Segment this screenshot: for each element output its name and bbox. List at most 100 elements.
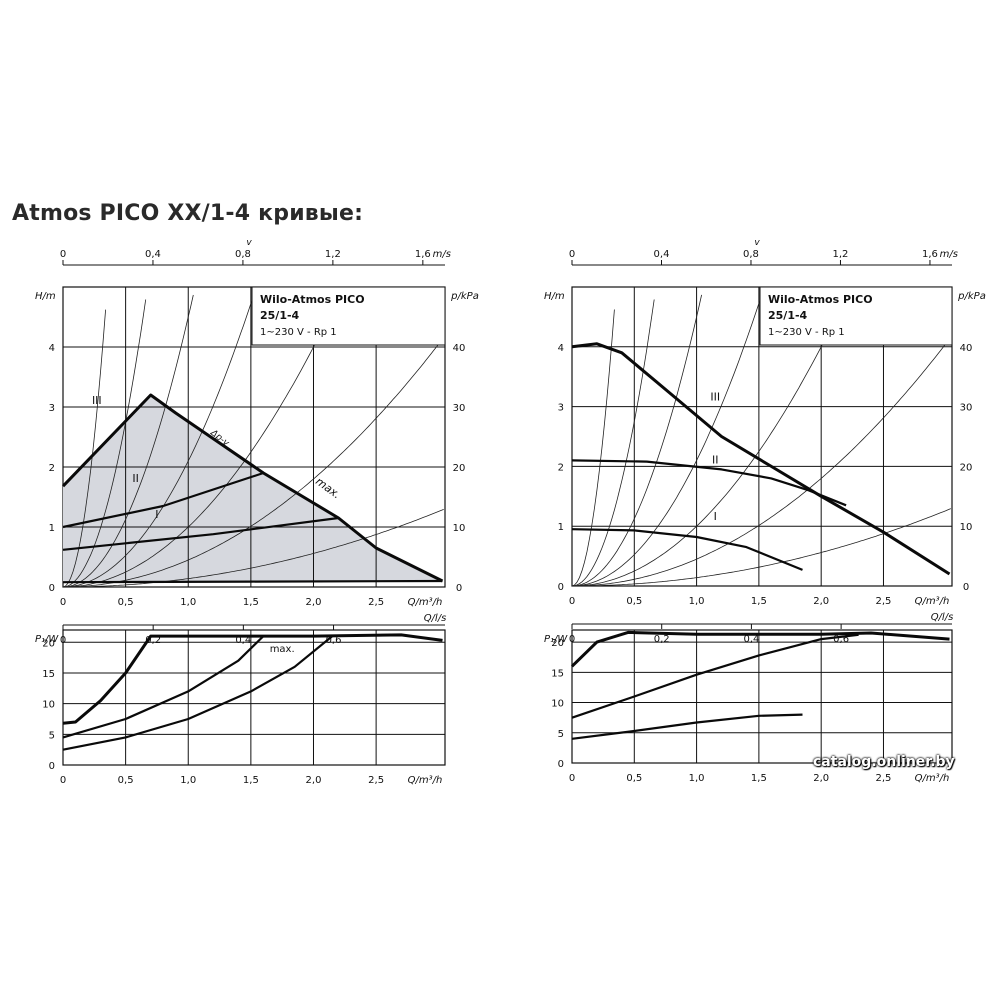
right-power-y-tick-label: 15 bbox=[551, 668, 564, 679]
left-head-v-tick-label: 1,6 bbox=[415, 249, 431, 260]
right-head-series-III-line bbox=[571, 342, 951, 576]
left-head-x-tick-label: 0 bbox=[60, 597, 66, 608]
left-power-series-II-line bbox=[62, 635, 265, 739]
left-head-x-tick-label: 2,0 bbox=[306, 597, 322, 608]
right-head-series-II-line bbox=[571, 459, 847, 507]
left-head-ls-tick-label: 0,2 bbox=[145, 635, 161, 646]
right-power-x-axis-label: Q/m³/h bbox=[915, 773, 950, 784]
left-head-series-label: III bbox=[92, 394, 102, 407]
right-head-system-curve bbox=[572, 291, 849, 587]
left-head-ls-tick-label: 0,4 bbox=[235, 635, 251, 646]
left-head-description-line: 1~230 V - Rp 1 bbox=[260, 327, 337, 338]
left-head-v-tick-label: 0,8 bbox=[235, 249, 251, 260]
right-power-x-tick-label: 0 bbox=[569, 773, 575, 784]
right-head-v-axis-label: v bbox=[754, 238, 760, 248]
right-power-y-axis-label: P₁/W bbox=[544, 634, 568, 645]
left-power-y-tick-label: 10 bbox=[42, 700, 55, 711]
right-head-ls-tick-label: 0,2 bbox=[654, 634, 670, 645]
left-head-series-II-line bbox=[62, 471, 264, 529]
right-head-series-label: III bbox=[710, 391, 720, 404]
left-head-x-axis-label: Q/m³/h bbox=[408, 597, 443, 608]
left-power-x-tick-label: 1,0 bbox=[180, 775, 196, 786]
left-head-y-axis-label: H/m bbox=[35, 291, 56, 302]
right-head-ls-axis-label: Q/l/s bbox=[931, 612, 954, 623]
right-head-y2-axis-label: p/kPa bbox=[957, 291, 986, 302]
left-head-series-label: II bbox=[132, 472, 139, 485]
right-head-system-curve bbox=[572, 337, 952, 587]
right-head-system-curve bbox=[571, 294, 702, 587]
watermark: catalog.onliner.by bbox=[813, 754, 955, 770]
left-head-system-curve bbox=[62, 309, 106, 588]
right-power-x-tick-label: 2,5 bbox=[876, 773, 892, 784]
left-head-description-line: 25/1-4 bbox=[260, 309, 300, 322]
right-power-frame bbox=[571, 629, 953, 764]
right-head-y-tick-label: 3 bbox=[558, 403, 564, 414]
left-head-y-tick-label: 2 bbox=[49, 463, 55, 474]
left-power-series-III-line bbox=[62, 633, 443, 725]
left-head-system-curve bbox=[63, 337, 445, 588]
right-power-y-tick-label: 0 bbox=[558, 759, 564, 770]
right-head-v-tick-label: 1,6 bbox=[922, 249, 938, 260]
page-title: Atmos PICO XX/1-4 кривые: bbox=[12, 201, 364, 226]
right-power-x-tick-label: 1,5 bbox=[751, 773, 767, 784]
right-head-description-box bbox=[759, 286, 953, 346]
right-head-x-axis-label: Q/m³/h bbox=[915, 596, 950, 607]
right-head-y-tick-label: 1 bbox=[558, 522, 564, 533]
left-power-annotation-max: max. bbox=[270, 644, 295, 655]
left-head-y2-tick-label: 40 bbox=[453, 343, 466, 354]
left-head-x-tick-label: 1,0 bbox=[180, 597, 196, 608]
right-head-x-tick-label: 0,5 bbox=[626, 596, 642, 607]
left-head-series-label: max. bbox=[313, 475, 343, 502]
right-head-x-tick-label: 2,0 bbox=[813, 596, 829, 607]
right-head-system-curve bbox=[571, 309, 615, 587]
left-head-y-tick-label: 4 bbox=[49, 343, 55, 354]
left-head-y2-tick-label: 20 bbox=[453, 463, 466, 474]
left-power-x-tick-label: 1,5 bbox=[243, 775, 259, 786]
left-power-x-axis-label: Q/m³/h bbox=[408, 775, 443, 786]
right-head-y2-tick-label: 10 bbox=[960, 522, 973, 533]
right-head-y-axis-label: H/m bbox=[544, 291, 565, 302]
right-power-y-tick-label: 20 bbox=[551, 638, 564, 649]
left-power-x-tick-label: 2,5 bbox=[368, 775, 384, 786]
right-head-y-tick-label: 2 bbox=[558, 462, 564, 473]
left-power-y-tick-label: 0 bbox=[49, 761, 55, 772]
right-power-series-I-line bbox=[571, 713, 803, 740]
right-power-x-tick-label: 2,0 bbox=[813, 773, 829, 784]
left-head-y2-tick-label: 30 bbox=[453, 403, 466, 414]
right-head-y2-tick-label: 30 bbox=[960, 403, 973, 414]
left-head-y-tick-label: 3 bbox=[49, 403, 55, 414]
left-head-v-tick-label: 1,2 bbox=[325, 249, 341, 260]
right-power-x-tick-label: 0,5 bbox=[626, 773, 642, 784]
left-head-y2-tick-label: 0 bbox=[456, 583, 462, 594]
left-head-x-tick-label: 0,5 bbox=[118, 597, 134, 608]
left-head-description-line: Wilo-Atmos PICO bbox=[260, 293, 365, 306]
left-head-y-tick-label: 0 bbox=[49, 583, 55, 594]
left-head-system-curve bbox=[62, 299, 147, 588]
left-power-series-I-line bbox=[62, 635, 333, 751]
right-head-v-tick-label: 0,4 bbox=[654, 249, 670, 260]
right-power-series-III-line bbox=[570, 630, 950, 668]
left-head-v-tick-label: 0,4 bbox=[145, 249, 161, 260]
left-power-frame bbox=[62, 629, 446, 766]
left-head-series-I-line bbox=[62, 516, 339, 551]
right-head-y-tick-label: 4 bbox=[558, 343, 564, 354]
right-head-x-tick-label: 0 bbox=[569, 596, 575, 607]
right-head-description-line: Wilo-Atmos PICO bbox=[768, 293, 873, 306]
right-head-series-label: I bbox=[714, 510, 717, 523]
left-head-y2-tick-label: 10 bbox=[453, 523, 466, 534]
left-power-y-tick-label: 15 bbox=[42, 669, 55, 680]
left-head-y-tick-label: 1 bbox=[49, 523, 55, 534]
left-head-ls-tick-label: 0,6 bbox=[326, 635, 342, 646]
left-head-description-box bbox=[251, 286, 446, 346]
right-head-y2-tick-label: 0 bbox=[963, 582, 969, 593]
left-power-x-tick-label: 0 bbox=[60, 775, 66, 786]
right-head-v-tick-label: 0,8 bbox=[743, 249, 759, 260]
right-head-y2-tick-label: 20 bbox=[960, 462, 973, 473]
right-head-system-curve bbox=[571, 288, 765, 587]
right-head-y-tick-label: 0 bbox=[558, 582, 564, 593]
right-power-y-tick-label: 5 bbox=[558, 729, 564, 740]
right-head-ls-tick-label: 0,4 bbox=[743, 634, 759, 645]
left-head-v-tick-label: 0 bbox=[60, 249, 66, 260]
left-head-v-axis-label: v bbox=[246, 238, 252, 248]
right-head-v-tick-label: 0 bbox=[569, 249, 575, 260]
